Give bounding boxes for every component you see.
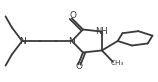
Text: N: N [19,36,25,46]
Text: NH: NH [96,27,108,36]
Text: O: O [69,11,76,20]
Text: CH₃: CH₃ [110,60,124,66]
Text: O: O [76,62,82,71]
Text: N: N [69,36,75,46]
